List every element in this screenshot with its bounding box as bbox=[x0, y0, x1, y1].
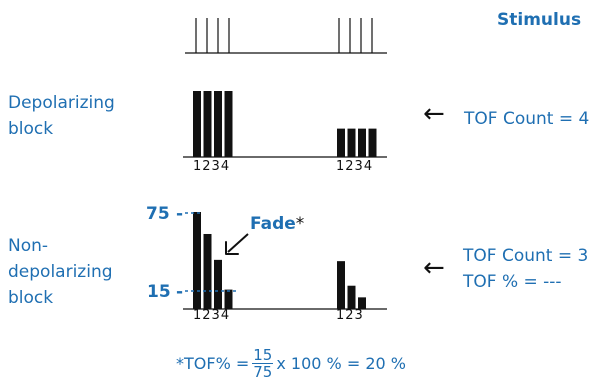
tick-labels-dep-train1: 1234 bbox=[193, 159, 231, 174]
stimulus-label: Stimulus bbox=[497, 10, 582, 30]
nondepolarizing-label-line2: depolarizing bbox=[8, 262, 113, 282]
dep-train1-bar-4 bbox=[224, 91, 233, 157]
formula-fraction: 15 75 bbox=[252, 346, 274, 381]
nondep-train1-bar-1 bbox=[193, 212, 201, 309]
tick-labels-nondep-train1: 1234 bbox=[193, 308, 231, 323]
arrow-left-icon: ← bbox=[423, 253, 445, 283]
tof-formula: *TOF% = 15 75 x 100 % = 20 % bbox=[176, 347, 406, 380]
dep-train2-bar-1 bbox=[337, 128, 345, 157]
nondep-train2-bar-2 bbox=[347, 285, 356, 309]
axis-dash-75: - bbox=[176, 204, 184, 224]
dep-train2-bar-4 bbox=[368, 128, 377, 157]
tof-count-4-label: TOF Count = 4 bbox=[464, 109, 590, 129]
axis-value-75: 75 bbox=[146, 204, 170, 224]
dep-train1-bar-3 bbox=[214, 91, 222, 157]
nondepolarizing-label-line3: block bbox=[8, 288, 54, 308]
tick-labels-dep-train2: 1234 bbox=[336, 159, 374, 174]
nondepolarizing-label-line1: Non- bbox=[8, 236, 49, 256]
fade-asterisk: * bbox=[295, 214, 305, 234]
formula-denominator: 75 bbox=[253, 363, 273, 381]
fade-label: Fade bbox=[250, 214, 296, 234]
tof-count-3-label: TOF Count = 3 bbox=[463, 246, 589, 266]
depolarizing-label-line1: Depolarizing bbox=[8, 93, 115, 113]
fade-annotation: Fade* bbox=[250, 211, 304, 237]
nondep-train1-bar-3 bbox=[214, 259, 222, 309]
formula-suffix: x 100 % = 20 % bbox=[276, 354, 406, 373]
dep-train2-bar-3 bbox=[358, 128, 366, 157]
formula-numerator: 15 bbox=[252, 346, 274, 364]
axis-dash-15: - bbox=[176, 282, 184, 302]
fade-arrow-shaft bbox=[227, 233, 249, 253]
nondep-train1-bar-4 bbox=[224, 289, 233, 309]
axis-value-15: 15 bbox=[147, 282, 171, 302]
nondep-train1-bar-2 bbox=[203, 233, 212, 309]
dep-train1-bar-1 bbox=[193, 91, 201, 157]
dep-train2-bar-2 bbox=[347, 128, 356, 157]
fade-arrow-head bbox=[225, 241, 239, 255]
arrow-left-icon: ← bbox=[423, 99, 445, 129]
formula-prefix: *TOF% = bbox=[176, 354, 250, 373]
dep-train1-bar-2 bbox=[203, 91, 212, 157]
nondep-train2-bar-1 bbox=[337, 261, 345, 309]
tick-labels-nondep-train2: 123 bbox=[336, 308, 364, 323]
stimulus-trace bbox=[185, 18, 387, 54]
tof-percent-label: TOF % = --- bbox=[463, 272, 562, 292]
nondep-train2-bar-3 bbox=[358, 297, 366, 309]
depolarizing-label-line2: block bbox=[8, 119, 54, 139]
